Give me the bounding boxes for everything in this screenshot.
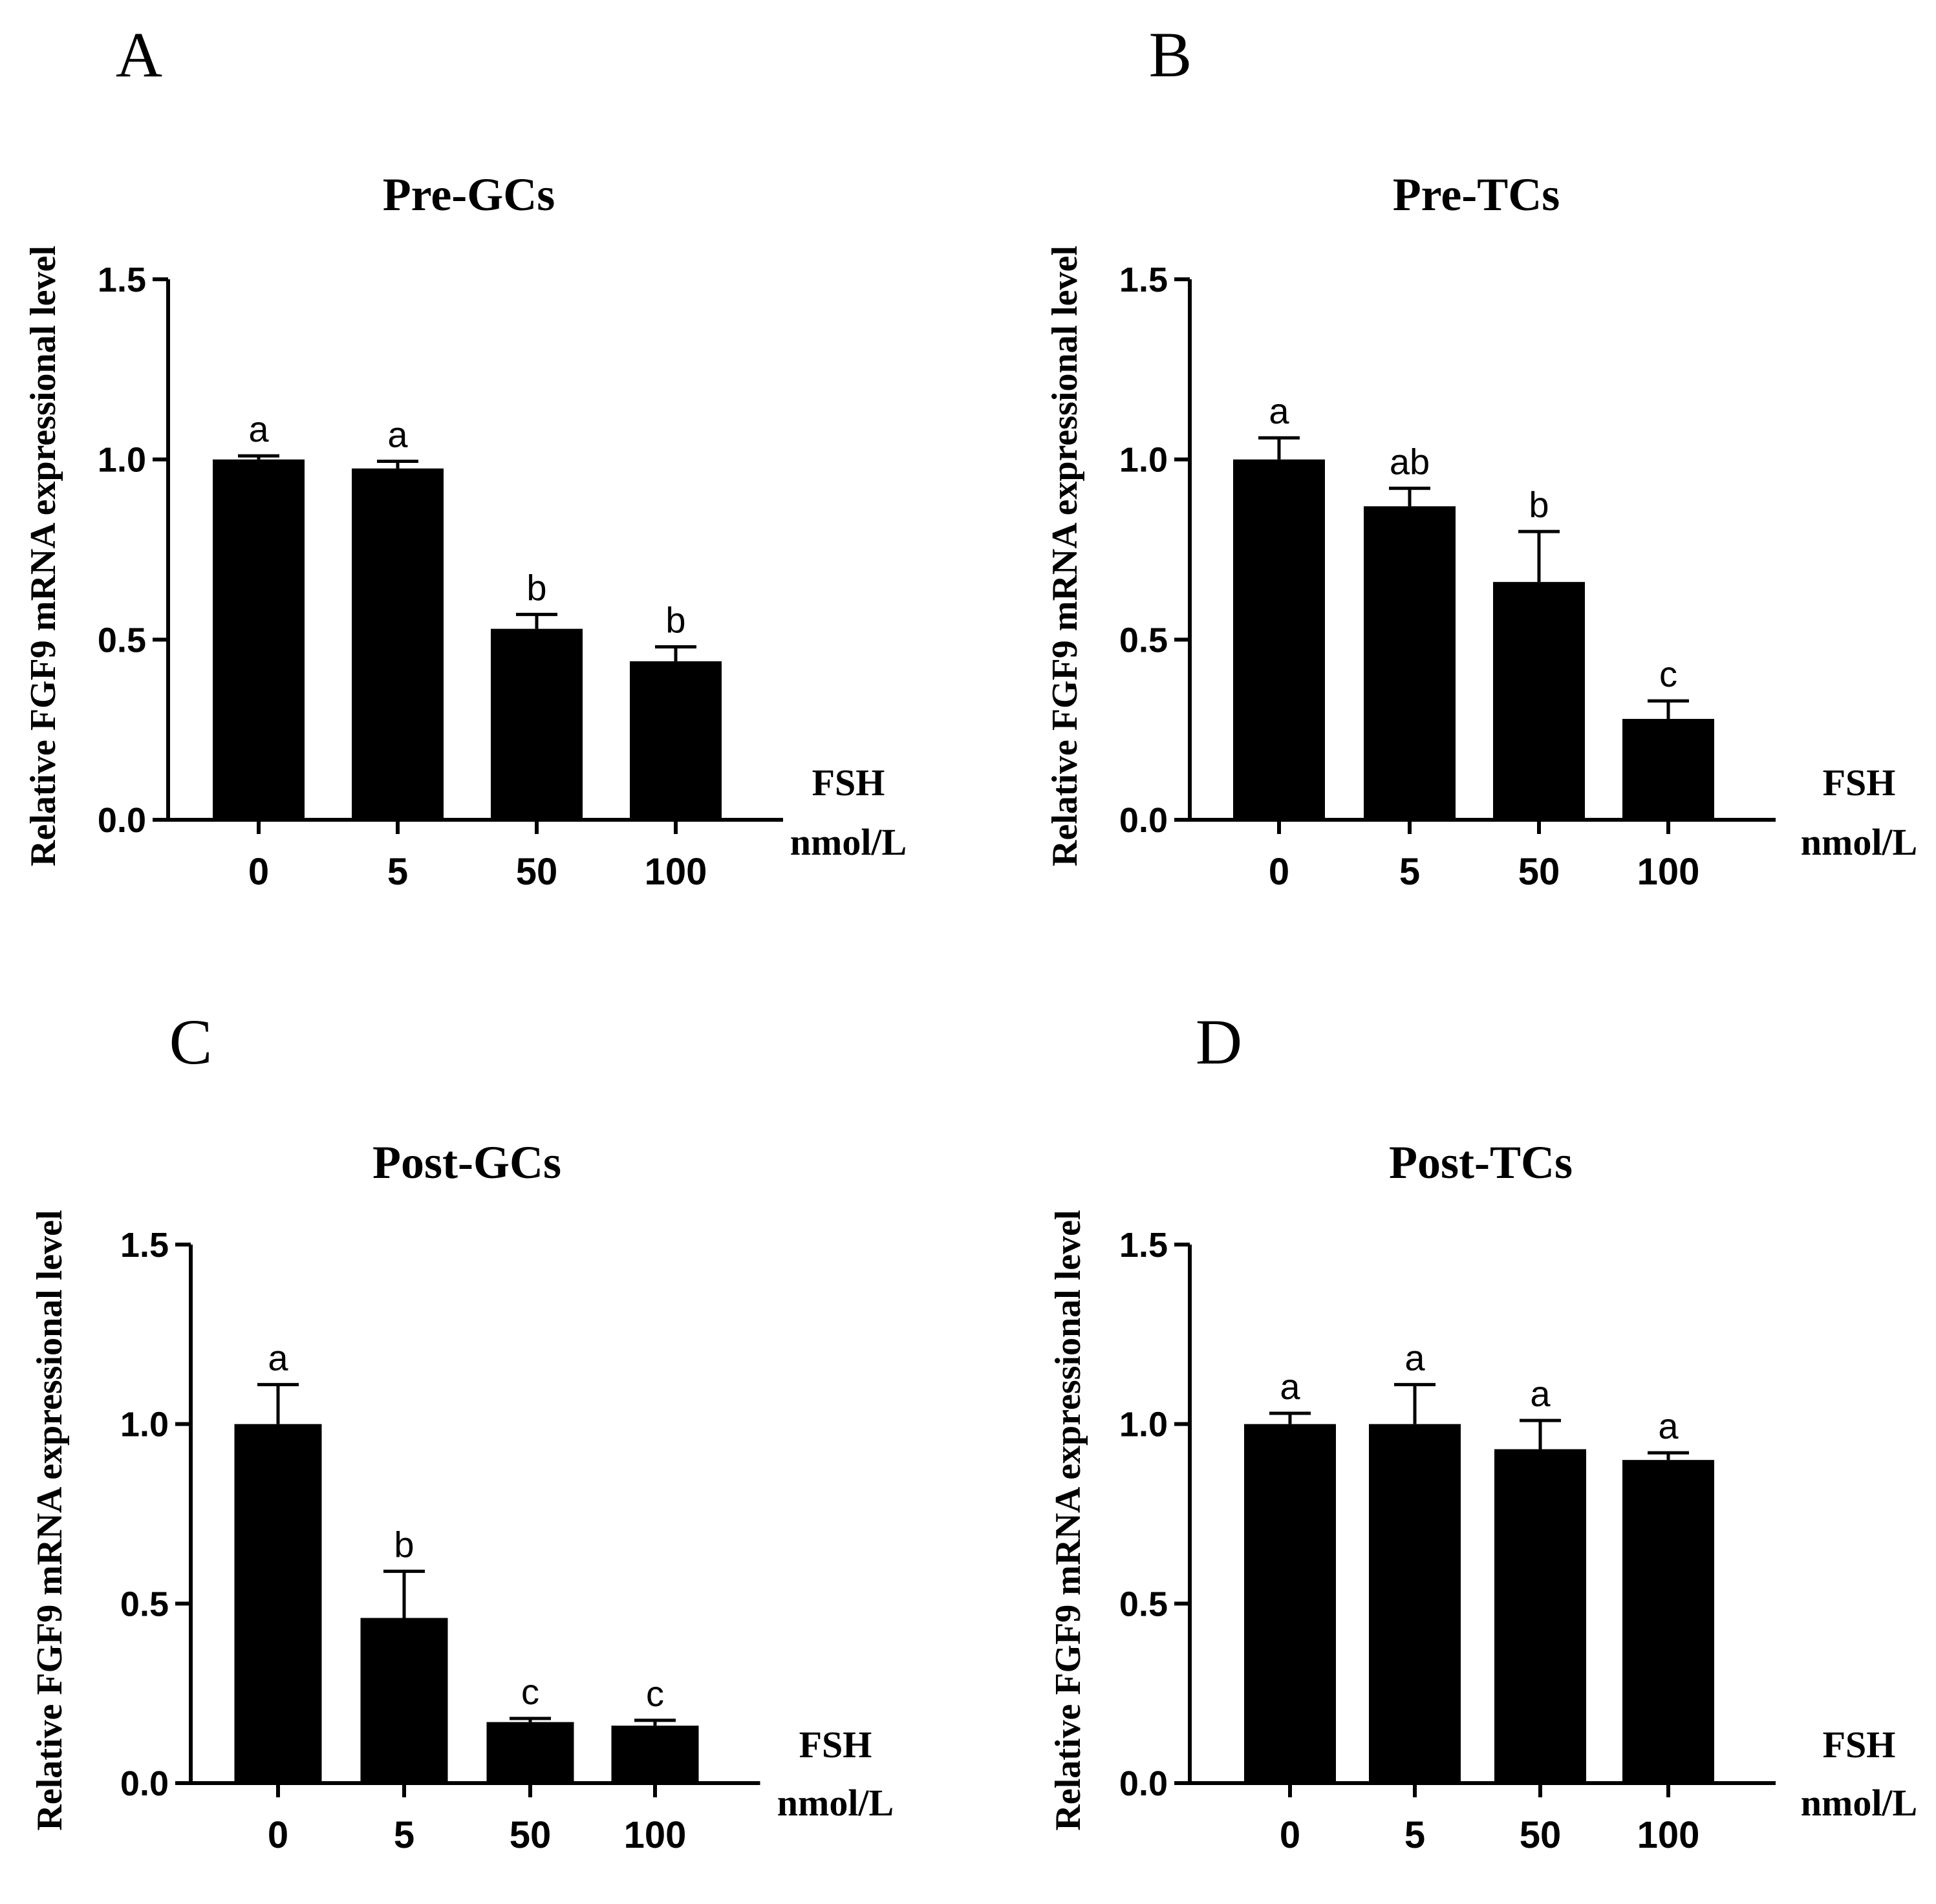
y-tick-label: 0.0 [1119, 1764, 1168, 1803]
x-tick-label: 50 [1520, 1814, 1562, 1856]
significance-letter: c [1659, 654, 1677, 694]
significance-letter: c [646, 1673, 664, 1714]
x-axis-label-fsh: FSH [812, 762, 885, 804]
significance-letter: ab [1390, 441, 1430, 482]
x-tick-label: 0 [1280, 1814, 1300, 1856]
chart-panel-c: C Post-GCs Relative FGF9 mRNA expressional… [30, 1006, 894, 1856]
y-tick-label: 0.5 [120, 1585, 169, 1623]
significance-letter: a [387, 414, 408, 455]
bar [1364, 506, 1456, 820]
chart-title: Pre-TCs [1393, 169, 1560, 220]
x-tick-label: 5 [387, 851, 408, 893]
panel-letter: C [169, 1006, 213, 1078]
chart-title: Pre-GCs [383, 169, 555, 220]
bar [1369, 1424, 1461, 1783]
x-axis-label-unit: nmol/L [1801, 821, 1918, 863]
x-axis-label-unit: nmol/L [790, 821, 907, 863]
x-tick-label: 5 [394, 1814, 414, 1856]
significance-letter: b [1529, 484, 1549, 525]
y-axis-label: Relative FGF9 mRNA expressional level [1045, 246, 1085, 866]
chart-panel-b: B Pre-TCs Relative FGF9 mRNA expressional … [1045, 19, 1917, 893]
x-tick-label: 100 [1637, 851, 1700, 893]
x-axis-label-unit: nmol/L [777, 1782, 894, 1824]
bar [1494, 1449, 1586, 1783]
bar [234, 1424, 322, 1783]
x-axis-label-fsh: FSH [799, 1724, 872, 1766]
x-tick-label: 100 [624, 1814, 687, 1856]
chart-title: Post-GCs [372, 1137, 561, 1188]
x-tick-label: 0 [268, 1814, 288, 1856]
significance-letter: a [1658, 1406, 1679, 1446]
y-tick-label: 0.5 [98, 621, 146, 659]
bar [611, 1726, 699, 1783]
y-tick-label: 0.0 [98, 801, 146, 840]
bar [630, 661, 722, 820]
bar [1493, 582, 1585, 820]
chart-title: Post-TCs [1389, 1137, 1573, 1188]
bar [1244, 1424, 1336, 1783]
x-axis-label-fsh: FSH [1823, 1724, 1896, 1766]
y-axis-label: Relative FGF9 mRNA expressional level [23, 246, 63, 866]
x-tick-label: 0 [248, 851, 269, 893]
y-tick-label: 0.0 [1119, 801, 1168, 840]
x-tick-label: 50 [1518, 851, 1560, 893]
significance-letter: a [1530, 1373, 1551, 1414]
significance-letter: b [394, 1524, 414, 1565]
x-axis-label-fsh: FSH [1823, 762, 1896, 804]
x-tick-label: 50 [510, 1814, 552, 1856]
y-tick-label: 1.5 [120, 1226, 169, 1265]
bar [360, 1618, 448, 1783]
significance-letter: a [1404, 1338, 1425, 1378]
x-tick-label: 5 [1399, 851, 1420, 893]
significance-letter: a [248, 409, 269, 449]
bar [1622, 718, 1714, 820]
y-tick-label: 0.5 [1119, 621, 1168, 659]
bar [352, 468, 444, 820]
y-tick-label: 0.0 [120, 1764, 169, 1803]
chart-panel-a: A Pre-GCs Relative FGF9 mRNA expressional … [23, 19, 907, 893]
y-axis-label: Relative FGF9 mRNA expressional level [1048, 1210, 1088, 1830]
bar [213, 459, 305, 820]
x-tick-label: 100 [645, 851, 707, 893]
panel-letter: A [116, 19, 162, 91]
chart-panel-d: D Post-TCs Relative FGF9 mRNA expressional… [1048, 1006, 1917, 1856]
y-tick-label: 1.5 [98, 261, 146, 299]
significance-letter: a [268, 1338, 288, 1378]
x-tick-label: 50 [516, 851, 558, 893]
x-tick-label: 100 [1637, 1814, 1700, 1856]
bar [486, 1722, 574, 1783]
bar [1233, 459, 1325, 820]
significance-letter: b [526, 567, 546, 608]
panel-letter: B [1149, 19, 1192, 91]
significance-letter: c [521, 1671, 539, 1712]
panel-letter: D [1196, 1006, 1242, 1078]
x-tick-label: 0 [1269, 851, 1289, 893]
significance-letter: a [1280, 1366, 1300, 1407]
significance-letter: a [1269, 390, 1289, 431]
y-tick-label: 1.5 [1119, 1226, 1168, 1265]
x-tick-label: 5 [1404, 1814, 1425, 1856]
y-tick-label: 1.0 [1119, 1406, 1168, 1444]
y-tick-label: 1.5 [1119, 261, 1168, 299]
y-tick-label: 1.0 [98, 441, 146, 480]
y-tick-label: 1.0 [1119, 441, 1168, 480]
y-tick-label: 1.0 [120, 1406, 169, 1444]
significance-letter: b [665, 599, 685, 640]
bar [1622, 1460, 1714, 1783]
y-axis-label: Relative FGF9 mRNA expressional level [30, 1210, 70, 1830]
bar [491, 628, 583, 820]
y-tick-label: 0.5 [1119, 1585, 1168, 1623]
x-axis-label-unit: nmol/L [1801, 1782, 1918, 1824]
